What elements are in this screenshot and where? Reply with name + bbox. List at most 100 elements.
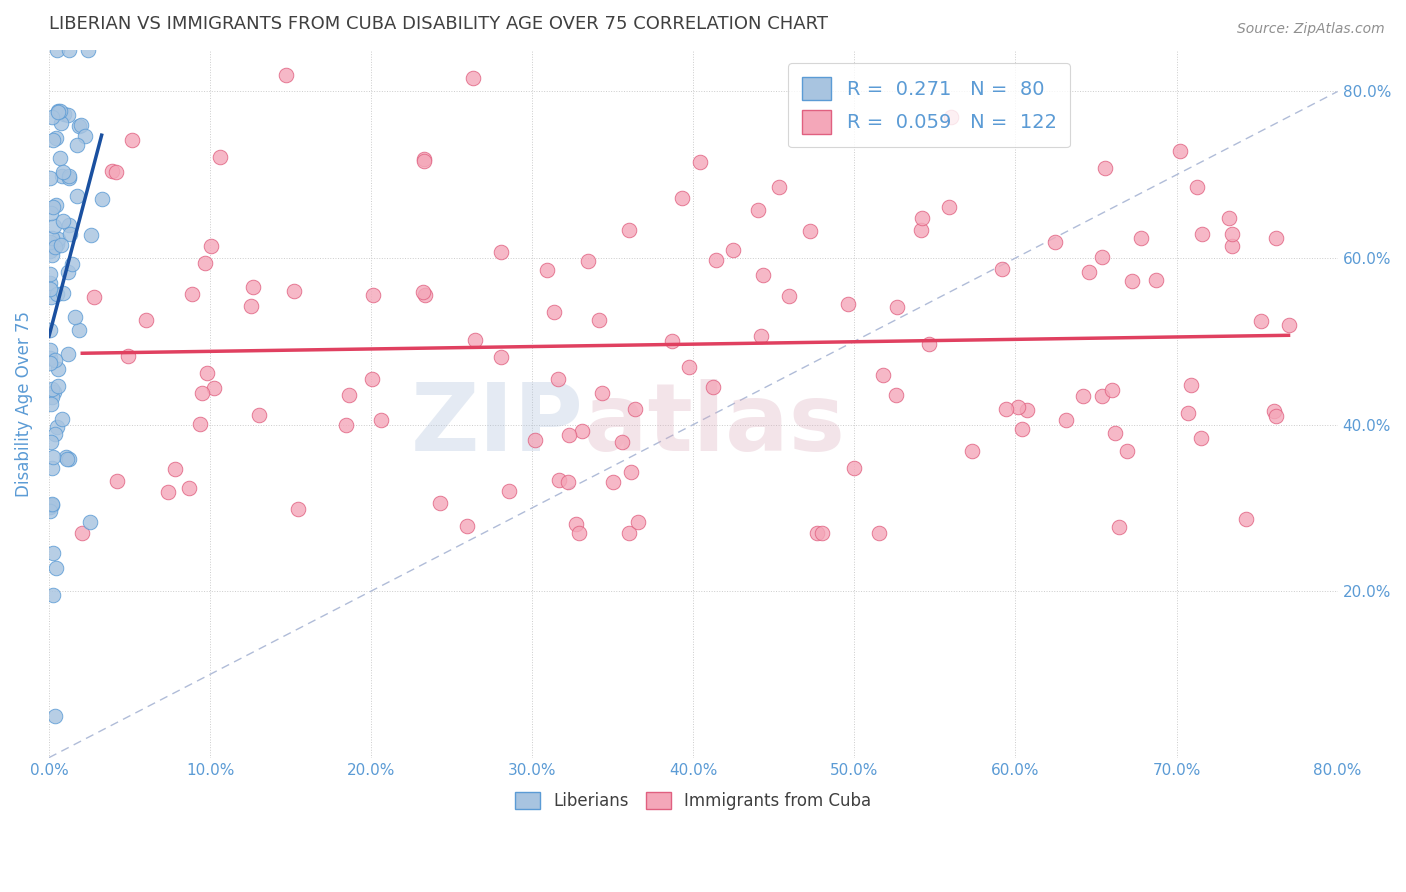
Point [602, 475, 624, 489]
Point [564, 517, 586, 532]
Point [1115, 444, 1137, 458]
Point [461, 71, 484, 86]
Point [1177, 406, 1199, 420]
Point [1265, 231, 1288, 245]
Text: atlas: atlas [583, 379, 845, 471]
Point [38, 343, 60, 357]
Point [806, 525, 828, 540]
Point [39, 244, 62, 258]
Point [46, 104, 69, 119]
Point [44, 353, 66, 368]
Point [58, 218, 80, 232]
Legend: Liberians, Immigrants from Cuba: Liberians, Immigrants from Cuba [509, 785, 877, 816]
Point [1108, 520, 1130, 534]
Point [58, 43, 80, 57]
Point [90, 192, 112, 206]
Point [1180, 378, 1202, 392]
Point [884, 387, 907, 401]
Point [42, 450, 65, 464]
Point [1043, 235, 1066, 249]
Point [45, 131, 67, 145]
Point [1187, 179, 1209, 194]
Point [46, 287, 69, 301]
Point [747, 203, 769, 218]
Point [117, 349, 139, 363]
Point [209, 150, 232, 164]
Point [56, 347, 79, 361]
Point [46, 103, 69, 118]
Point [1091, 250, 1114, 264]
Point [1104, 425, 1126, 440]
Point [918, 337, 941, 351]
Point [429, 496, 451, 510]
Point [188, 417, 211, 431]
Point [44, 384, 66, 399]
Point [41, 231, 63, 245]
Point [591, 386, 613, 401]
Point [39, 397, 62, 411]
Point [678, 359, 700, 374]
Point [768, 180, 790, 194]
Point [617, 222, 640, 236]
Point [799, 224, 821, 238]
Point [156, 484, 179, 499]
Point [939, 110, 962, 124]
Point [247, 408, 270, 422]
Point [571, 425, 593, 439]
Point [1220, 238, 1243, 252]
Point [661, 334, 683, 348]
Point [704, 253, 727, 268]
Point [41, 461, 63, 475]
Point [66, 137, 89, 152]
Point [868, 525, 890, 540]
Point [41, 248, 63, 262]
Point [101, 164, 124, 178]
Point [45, 43, 67, 57]
Point [337, 387, 360, 401]
Point [48, 362, 70, 376]
Point [52, 214, 75, 228]
Point [83, 290, 105, 304]
Point [39, 500, 62, 514]
Point [335, 417, 357, 432]
Point [59, 227, 82, 241]
Point [38, 504, 60, 518]
Point [1144, 273, 1167, 287]
Point [557, 475, 579, 490]
Point [72, 525, 94, 540]
Point [69, 118, 91, 132]
Point [911, 211, 934, 226]
Point [46, 237, 69, 252]
Point [617, 525, 640, 540]
Point [778, 289, 800, 303]
Point [624, 401, 647, 416]
Point [66, 189, 89, 203]
Point [464, 333, 486, 347]
Point [721, 244, 744, 258]
Point [42, 588, 65, 602]
Point [990, 262, 1012, 277]
Point [1250, 314, 1272, 328]
Point [242, 280, 264, 294]
Point [73, 129, 96, 144]
Point [536, 263, 558, 277]
Point [135, 313, 157, 327]
Point [1189, 431, 1212, 445]
Point [56, 451, 79, 466]
Text: Source: ZipAtlas.com: Source: ZipAtlas.com [1237, 22, 1385, 37]
Point [51, 412, 73, 426]
Point [1011, 422, 1033, 436]
Point [51, 169, 73, 183]
Point [38, 323, 60, 337]
Point [1121, 274, 1143, 288]
Point [56, 107, 79, 121]
Point [1101, 384, 1123, 398]
Point [752, 268, 775, 282]
Point [689, 155, 711, 169]
Point [58, 452, 80, 467]
Point [456, 519, 478, 533]
Point [1071, 389, 1094, 403]
Point [413, 288, 436, 302]
Point [46, 379, 69, 393]
Point [412, 285, 434, 300]
